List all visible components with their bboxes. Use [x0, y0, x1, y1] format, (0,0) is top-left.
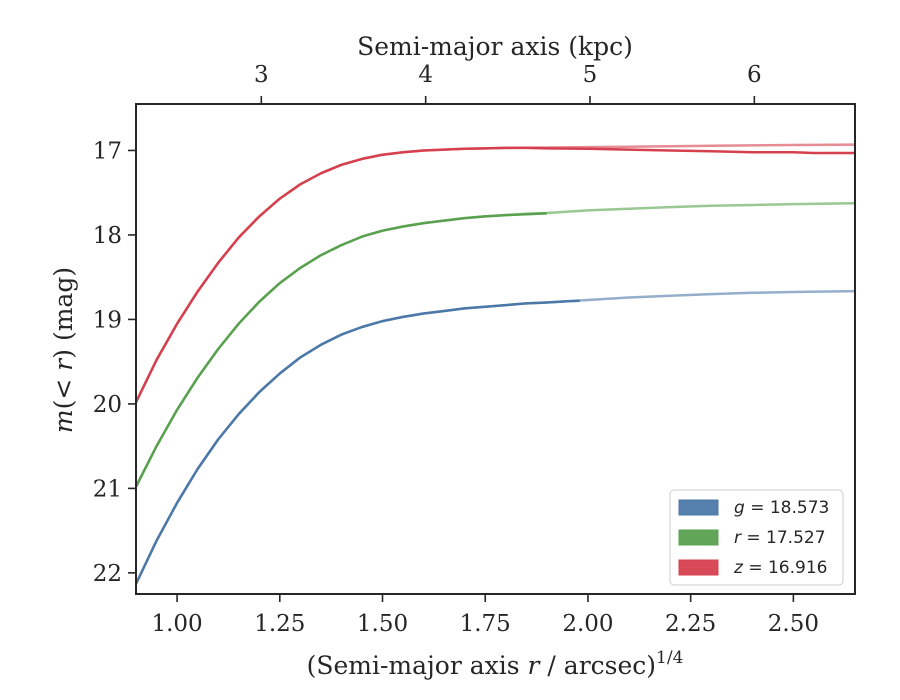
- x-tick-label: 2.00: [562, 611, 613, 637]
- x-tick-label: 1.75: [460, 611, 511, 637]
- top-axis-title: Semi-major axis (kpc): [357, 32, 633, 61]
- x-tick-label: 2.25: [665, 611, 716, 637]
- series-r-line: [136, 212, 547, 488]
- legend-label-z: z = 16.916: [733, 558, 827, 578]
- axes-layer: 1.00 1.25 1.50 1.75 2.00 2.25 2.50 17 18 19 20 21 22…: [93, 62, 819, 637]
- series-z-line: [136, 146, 855, 403]
- legend-label-r: r = 17.527: [734, 528, 826, 548]
- plot-frame: [135, 103, 856, 595]
- x-tick-label: 1.00: [151, 611, 202, 637]
- top-tick-label: 5: [583, 62, 598, 88]
- legend-swatch-g: [678, 499, 719, 516]
- top-tick-label: 3: [254, 62, 269, 88]
- top-tick-label: 4: [418, 62, 433, 88]
- legend-swatch-r: [678, 529, 719, 546]
- y-tick-label: 20: [93, 392, 122, 418]
- x-tick-label: 1.50: [357, 611, 408, 637]
- legend-label-g: g = 18.573: [734, 498, 829, 518]
- y-tick-label: 22: [93, 561, 122, 587]
- x-tick-label: 1.25: [254, 611, 305, 637]
- y-tick-label: 18: [93, 223, 122, 249]
- y-tick-label: 21: [93, 476, 122, 502]
- y-tick-label: 19: [93, 307, 122, 333]
- legend-swatch-z: [678, 559, 719, 576]
- top-tick-label: 6: [747, 62, 762, 88]
- y-axis-title: m(< r) (mag): [49, 267, 78, 433]
- x-axis-title: (Semi-major axis r / arcsec)1/4: [307, 648, 684, 680]
- series-g-line: [136, 299, 580, 585]
- series-layer: [136, 143, 855, 585]
- x-tick-label: 2.50: [768, 611, 819, 637]
- y-tick-label: 17: [93, 138, 122, 164]
- legend: g = 18.573 r = 17.527 z = 16.916: [669, 489, 844, 586]
